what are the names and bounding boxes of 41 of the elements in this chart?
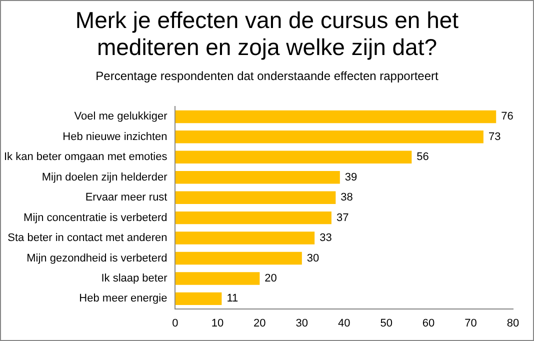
bar: [175, 191, 336, 204]
y-tick-label: Ik slaap beter: [101, 272, 168, 284]
data-label: 38: [340, 192, 353, 204]
chart-subtitle: Percentage respondenten dat onderstaande effecten rapporteert: [94, 69, 440, 83]
x-tick-label: 0: [172, 317, 178, 330]
y-tick-label: Mijn doelen zijn helderder: [42, 171, 168, 184]
x-tick-label: 80: [506, 317, 520, 330]
y-tick-label: Mijn concentratie is verbeterd: [24, 212, 168, 224]
y-tick-label: Sta beter in contact met anderen: [8, 232, 168, 244]
bar: [175, 171, 340, 184]
data-label: 56: [416, 151, 429, 164]
data-label: 37: [336, 212, 349, 224]
y-tick-label: Heb nieuwe inzichten: [62, 130, 168, 143]
data-label: 39: [344, 171, 358, 184]
y-tick-label: Mijn gezondheid is verbeterd: [26, 252, 168, 264]
data-label: 20: [264, 272, 277, 284]
x-tick-label: 30: [296, 317, 308, 330]
bar: [175, 272, 260, 285]
data-label: 33: [320, 232, 332, 244]
bar: [175, 150, 412, 164]
data-label: 73: [488, 130, 501, 143]
y-tick-label: Heb meer energie: [79, 292, 168, 305]
x-tick-label: 60: [422, 317, 435, 330]
y-tick-label: Voel me gelukkiger: [74, 110, 168, 123]
y-tick-label: Ik kan beter omgaan met emoties: [4, 151, 168, 164]
x-tick-label: 40: [338, 317, 350, 330]
y-tick-label: Ervaar meer rust: [85, 192, 168, 204]
x-tick-label: 10: [211, 317, 224, 330]
data-label: 76: [501, 110, 514, 123]
x-tick-label: 20: [254, 317, 266, 330]
bar: [175, 211, 332, 224]
bar: [175, 110, 496, 124]
data-label: 30: [306, 252, 320, 264]
bar: [175, 252, 302, 265]
x-tick-label: 70: [464, 317, 477, 330]
x-tick-label: 50: [380, 317, 392, 330]
bar: [175, 232, 315, 244]
bar: [175, 130, 484, 144]
data-label: 11: [226, 292, 238, 305]
chart-title: Merk je effecten van de cursus en het mediteren en zoja welke zijn dat?: [74, 7, 460, 61]
bar: [175, 292, 222, 306]
